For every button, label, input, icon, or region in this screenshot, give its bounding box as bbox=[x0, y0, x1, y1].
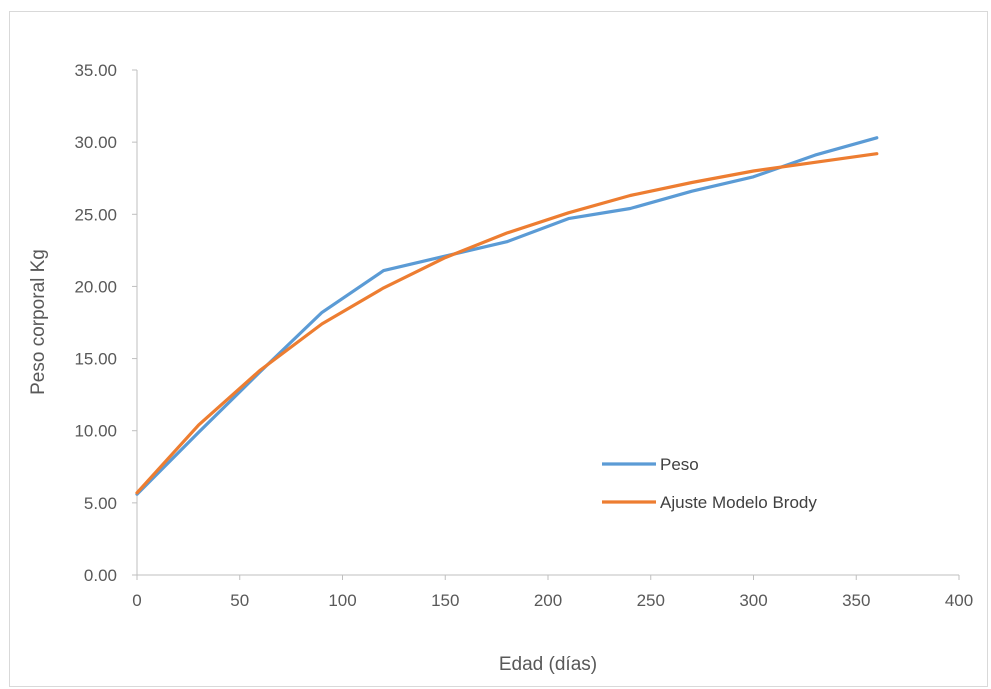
x-tick-label: 100 bbox=[328, 591, 356, 610]
y-axis-title: Peso corporal Kg bbox=[28, 249, 49, 395]
x-tick-label: 300 bbox=[739, 591, 767, 610]
y-tick-label: 10.00 bbox=[74, 422, 117, 441]
x-tick-label: 150 bbox=[431, 591, 459, 610]
x-tick-label: 200 bbox=[534, 591, 562, 610]
series-layer bbox=[135, 136, 879, 496]
y-axis-ticks: 0.00 5.00 10.00 15.00 20.00 25.00 30.00 35.00 bbox=[74, 61, 137, 585]
y-tick-label: 15.00 bbox=[74, 350, 117, 369]
x-tick-label: 50 bbox=[230, 591, 249, 610]
x-tick-label: 400 bbox=[945, 591, 973, 610]
legend-label: Peso bbox=[660, 455, 699, 474]
x-tick-label: 350 bbox=[842, 591, 870, 610]
chart-frame bbox=[9, 11, 988, 687]
series-line-ajuste-modelo-brody bbox=[135, 152, 879, 495]
series-line-peso bbox=[135, 136, 879, 496]
x-axis-title: Edad (días) bbox=[499, 654, 597, 675]
y-tick-label: 20.00 bbox=[74, 277, 117, 296]
y-tick-label: 30.00 bbox=[74, 133, 117, 152]
x-tick-label: 250 bbox=[637, 591, 665, 610]
legend-label: Ajuste Modelo Brody bbox=[660, 493, 817, 512]
legend: Peso Ajuste Modelo Brody bbox=[602, 455, 817, 512]
y-tick-label: 25.00 bbox=[74, 205, 117, 224]
y-tick-label: 0.00 bbox=[84, 566, 117, 585]
x-tick-label: 0 bbox=[132, 591, 141, 610]
y-tick-label: 35.00 bbox=[74, 61, 117, 80]
x-axis-ticks: 0 50 100 150 200 250 300 350 400 bbox=[132, 575, 973, 610]
axes bbox=[136, 70, 959, 576]
y-tick-label: 5.00 bbox=[84, 494, 117, 513]
